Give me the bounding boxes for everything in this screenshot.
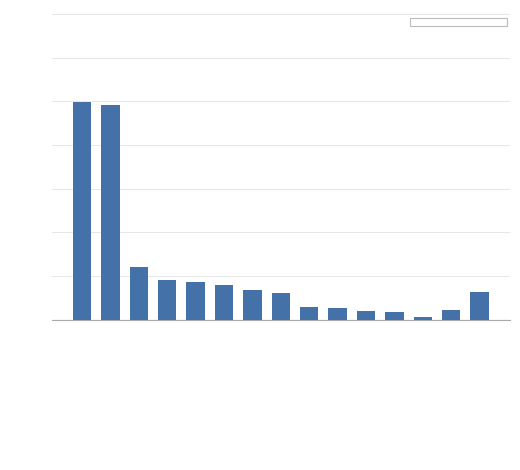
Bar <box>385 312 404 320</box>
Bar <box>442 310 460 320</box>
Bar <box>300 306 318 320</box>
Bar <box>158 280 176 320</box>
Bar <box>413 317 432 320</box>
Bar <box>471 292 489 320</box>
Bar <box>73 102 91 320</box>
Bar <box>129 267 148 320</box>
Bar <box>101 105 120 320</box>
Bar <box>328 308 347 320</box>
Bar <box>357 311 375 320</box>
Bar <box>215 285 233 320</box>
Bar <box>186 282 205 320</box>
Bar <box>243 290 262 320</box>
Bar <box>271 293 290 320</box>
